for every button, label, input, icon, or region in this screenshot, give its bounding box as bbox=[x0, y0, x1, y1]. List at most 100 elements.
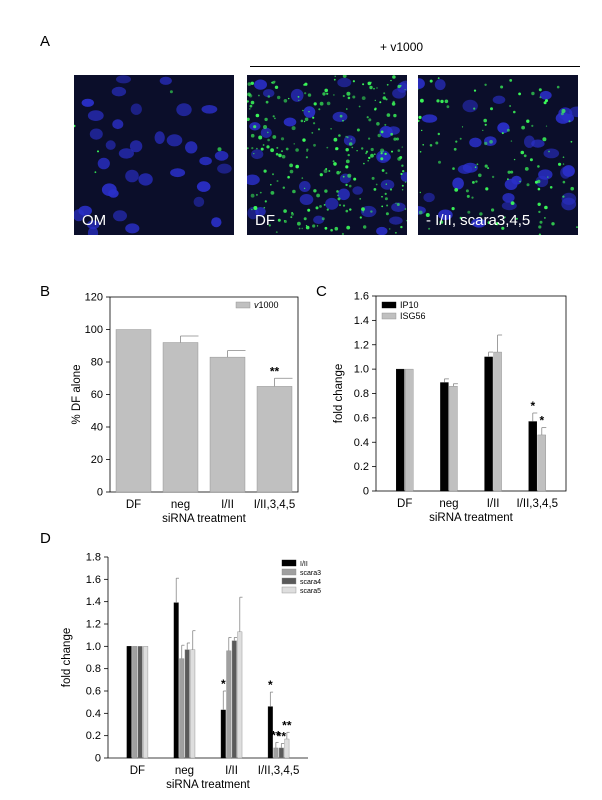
nucleus bbox=[457, 164, 473, 174]
green-punctum bbox=[531, 91, 535, 96]
green-punctum bbox=[396, 203, 400, 206]
green-punctum bbox=[444, 99, 449, 104]
green-punctum bbox=[304, 117, 309, 122]
bar bbox=[179, 658, 185, 759]
nucleus bbox=[125, 223, 140, 234]
significance-label: * bbox=[221, 677, 226, 691]
green-punctum bbox=[353, 177, 357, 181]
green-punctum bbox=[383, 92, 386, 95]
nucleus bbox=[492, 95, 506, 104]
green-punctum bbox=[370, 153, 374, 158]
green-punctum bbox=[549, 186, 553, 189]
green-punctum bbox=[374, 153, 376, 155]
green-punctum bbox=[562, 156, 565, 158]
green-punctum bbox=[324, 189, 328, 193]
green-punctum bbox=[429, 144, 433, 147]
green-punctum bbox=[346, 91, 351, 96]
green-punctum bbox=[368, 118, 372, 122]
green-punctum bbox=[247, 92, 251, 97]
green-punctum bbox=[513, 158, 516, 161]
green-punctum bbox=[391, 150, 393, 153]
green-punctum bbox=[538, 88, 542, 92]
treatment-label: + v1000 bbox=[380, 40, 423, 54]
green-punctum bbox=[169, 90, 173, 94]
x-category-label: I/II bbox=[225, 765, 238, 777]
green-punctum bbox=[503, 217, 505, 220]
green-punctum bbox=[283, 220, 287, 223]
green-punctum bbox=[459, 137, 462, 140]
green-punctum bbox=[272, 135, 277, 139]
green-punctum bbox=[385, 172, 388, 175]
green-punctum bbox=[473, 107, 476, 110]
green-punctum bbox=[345, 148, 349, 152]
green-punctum bbox=[452, 167, 455, 170]
nucleus bbox=[108, 189, 119, 198]
green-punctum bbox=[491, 175, 495, 179]
green-punctum bbox=[352, 95, 356, 99]
nucleus bbox=[97, 157, 110, 170]
green-punctum bbox=[322, 92, 326, 96]
nucleus bbox=[376, 226, 388, 235]
green-punctum bbox=[313, 143, 316, 147]
green-punctum bbox=[556, 85, 560, 89]
nucleus bbox=[247, 174, 260, 186]
green-punctum bbox=[543, 101, 547, 105]
nucleus bbox=[217, 163, 232, 174]
green-punctum bbox=[544, 205, 548, 210]
green-punctum bbox=[303, 83, 306, 86]
nucleus bbox=[254, 79, 267, 90]
green-punctum bbox=[339, 171, 342, 173]
bar bbox=[493, 351, 502, 492]
nucleus bbox=[129, 140, 143, 153]
green-punctum bbox=[515, 217, 518, 220]
nucleus bbox=[263, 89, 275, 98]
green-punctum bbox=[339, 204, 341, 207]
green-punctum bbox=[264, 117, 268, 122]
green-punctum bbox=[418, 210, 423, 215]
green-punctum bbox=[429, 79, 433, 83]
y-tick-label: 1.2 bbox=[354, 339, 369, 351]
green-punctum bbox=[333, 78, 336, 81]
legend-swatch bbox=[281, 568, 297, 576]
green-punctum bbox=[249, 104, 253, 108]
green-punctum bbox=[250, 193, 255, 198]
nucleus bbox=[392, 88, 406, 99]
green-punctum bbox=[256, 147, 258, 150]
nucleus bbox=[555, 112, 571, 124]
nucleus bbox=[469, 137, 482, 148]
green-punctum bbox=[305, 156, 308, 159]
green-punctum bbox=[276, 180, 279, 182]
bar bbox=[126, 646, 132, 759]
nucleus bbox=[560, 166, 571, 179]
green-punctum bbox=[312, 116, 315, 119]
green-punctum bbox=[333, 94, 335, 96]
green-punctum bbox=[306, 150, 308, 152]
green-punctum bbox=[386, 83, 389, 86]
green-punctum bbox=[388, 228, 391, 230]
green-punctum bbox=[341, 232, 344, 235]
green-punctum bbox=[290, 216, 293, 219]
green-punctum bbox=[385, 212, 389, 216]
bar bbox=[278, 747, 284, 759]
green-punctum bbox=[282, 186, 285, 189]
nucleus bbox=[511, 175, 522, 185]
nucleus bbox=[130, 103, 142, 115]
nucleus bbox=[211, 217, 222, 228]
green-punctum bbox=[561, 109, 566, 113]
panel-letter-d: D bbox=[40, 530, 51, 547]
green-punctum bbox=[526, 183, 530, 187]
nucleus bbox=[438, 209, 453, 221]
green-punctum bbox=[396, 137, 399, 141]
nucleus bbox=[561, 197, 577, 211]
nucleus bbox=[125, 169, 139, 183]
green-punctum bbox=[381, 169, 385, 172]
green-punctum bbox=[266, 145, 270, 149]
bar bbox=[226, 650, 232, 759]
green-punctum bbox=[313, 102, 317, 106]
nucleus bbox=[535, 175, 549, 188]
green-punctum bbox=[247, 147, 249, 150]
micrograph-om: OM bbox=[74, 75, 234, 235]
green-punctum bbox=[361, 147, 364, 150]
y-axis-label: fold change bbox=[333, 364, 345, 423]
green-punctum bbox=[283, 209, 287, 213]
